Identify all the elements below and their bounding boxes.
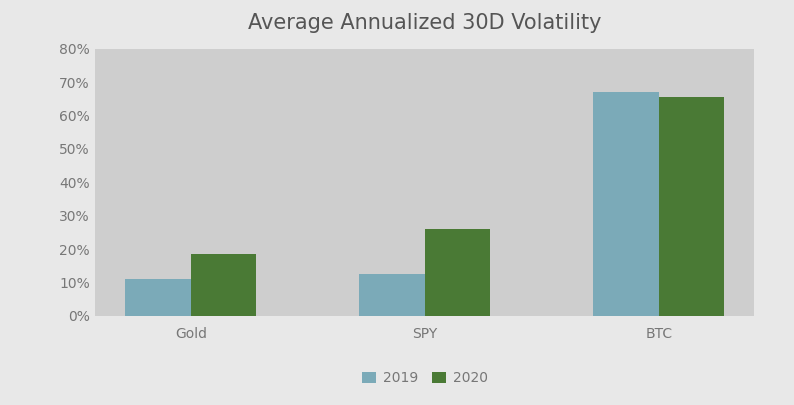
Title: Average Annualized 30D Volatility: Average Annualized 30D Volatility (248, 13, 602, 33)
Bar (125, 279, 191, 316)
Bar (659, 97, 724, 316)
Bar (425, 229, 491, 316)
Bar (593, 92, 659, 316)
Bar (191, 254, 256, 316)
Legend: 2019, 2020: 2019, 2020 (357, 366, 493, 391)
Bar (359, 274, 425, 316)
